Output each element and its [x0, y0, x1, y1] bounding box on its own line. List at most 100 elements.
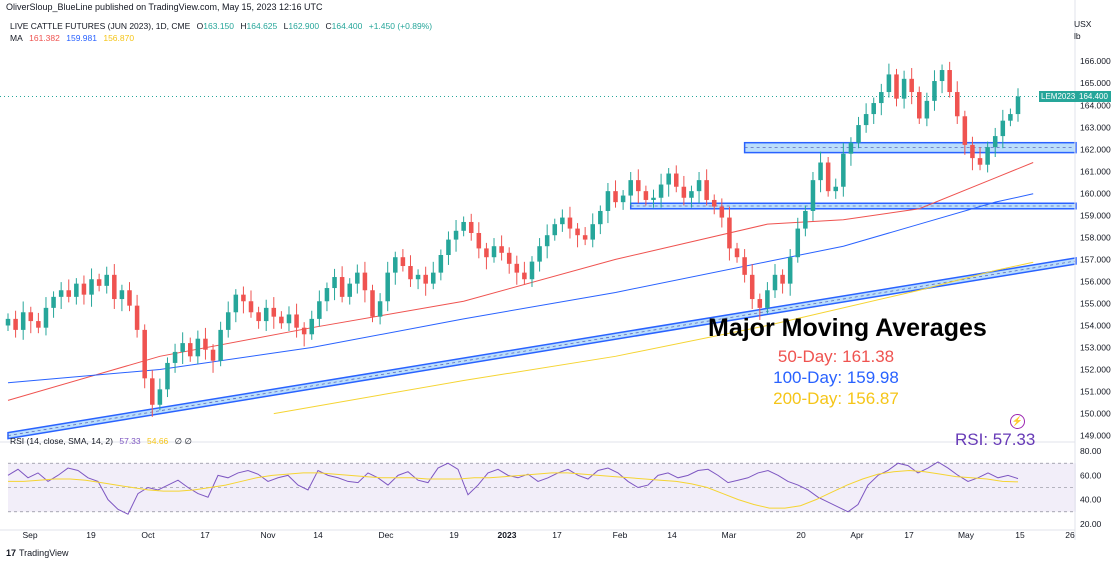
last-symbol-tag: LEM2023	[1039, 91, 1078, 102]
candle-body	[438, 255, 444, 273]
time-axis[interactable]: Sep 19 Oct 17 Nov 14 Dec 19 2023 17 Feb 14 Mar 20 Apr 1…	[0, 529, 1075, 540]
time-tick-label: 17	[904, 530, 914, 540]
candle-body	[81, 283, 87, 295]
unit-label: lb	[1074, 31, 1081, 41]
candle-body	[468, 221, 474, 233]
candle-body	[5, 318, 11, 326]
candle-body	[856, 125, 861, 143]
price-tick-label: 154.000	[1080, 320, 1111, 330]
price-tick-label: 155.000	[1080, 298, 1111, 308]
time-tick-label: Sep	[22, 530, 37, 540]
candle-body	[886, 74, 892, 93]
candle-body	[233, 294, 239, 313]
candle-body	[514, 263, 520, 273]
candle-body	[901, 78, 907, 99]
candle-body	[544, 235, 550, 247]
symbol-info-line: LIVE CATTLE FUTURES (JUN 2023), 1D, CME …	[10, 21, 436, 31]
candle-body	[355, 272, 360, 284]
candle-body	[491, 246, 497, 258]
candle-body	[157, 389, 163, 405]
price-tick-label: 166.000	[1080, 56, 1111, 66]
candle-body	[453, 230, 459, 240]
candle-body	[332, 277, 337, 289]
candle-body	[628, 180, 633, 196]
candle-body	[225, 312, 231, 330]
candle-body	[36, 321, 41, 328]
candle-body	[461, 221, 466, 231]
candle-body	[218, 329, 223, 361]
currency-label: USX	[1074, 19, 1092, 29]
rsi-line	[7, 461, 1019, 515]
candle-body	[704, 180, 709, 200]
time-tick-label: 17	[200, 530, 210, 540]
tradingview-logo[interactable]: 17 TradingView	[6, 548, 69, 558]
candle-body	[537, 246, 542, 262]
candle-body	[696, 180, 702, 192]
ma200-line	[273, 261, 1034, 415]
candle-body	[1008, 114, 1013, 121]
ohlc-label-high: H	[240, 21, 247, 31]
candle-body	[446, 239, 451, 256]
candle-body	[977, 158, 983, 165]
candle-body	[271, 307, 277, 317]
candle-body	[279, 316, 284, 324]
ma100-value: 159.981	[66, 33, 97, 43]
ma-info-line: MA 161.382 159.981 156.870	[10, 33, 138, 43]
price-tick-label: 164.000	[1080, 100, 1111, 110]
candle-body	[119, 290, 125, 300]
time-tick-label: Mar	[722, 530, 737, 540]
candle-body	[765, 290, 770, 308]
candle-body	[112, 274, 117, 300]
tv-logo-icon: 17	[6, 548, 17, 558]
alert-bolt-icon[interactable]: ⚡	[1010, 414, 1025, 429]
candle-body	[757, 299, 763, 308]
time-tick-label: 14	[667, 530, 677, 540]
candle-body	[848, 142, 854, 154]
candle-body	[393, 257, 398, 273]
price-change: +1.450 (+0.89%)	[368, 21, 433, 31]
ma200-value: 156.870	[103, 33, 135, 43]
candle-body	[795, 228, 801, 258]
candle-body	[605, 191, 611, 211]
candle-body	[924, 100, 930, 119]
ohlc-value-close: 164.400	[331, 21, 363, 31]
rsi-value: 57.33	[119, 436, 141, 446]
resistance-zones	[629, 141, 1077, 210]
ma-label: MA	[10, 33, 23, 43]
candle-body	[203, 338, 208, 350]
price-tick-label: 150.000	[1080, 409, 1111, 419]
rsi-annotation: RSI: 57.33	[955, 430, 1036, 449]
price-tick-label: 149.000	[1080, 431, 1111, 441]
candle-body	[89, 279, 94, 295]
candle-body	[294, 314, 299, 328]
candle-body	[810, 180, 816, 211]
candle-body	[939, 70, 945, 82]
candle-body	[613, 191, 618, 203]
candle-body	[74, 283, 79, 297]
time-tick-label: May	[958, 530, 975, 540]
candle-body	[985, 147, 990, 165]
tv-brand: TradingView	[19, 548, 69, 558]
candle-body	[43, 307, 49, 328]
candle-body	[476, 232, 482, 249]
rsi-tick-label: 40.00	[1080, 495, 1102, 505]
candle-body	[970, 144, 975, 159]
candle-body	[962, 116, 968, 145]
ohlc-label-close: C	[325, 21, 332, 31]
candle-body	[567, 217, 573, 229]
price-axis[interactable]: 166.000 165.000 164.000 163.000 162.000 161.0…	[1074, 0, 1111, 540]
candle-body	[104, 274, 109, 286]
candle-body	[142, 329, 147, 379]
candle-body	[187, 343, 193, 357]
ma50-value: 161.382	[29, 33, 60, 43]
candle-body	[339, 277, 345, 297]
time-tick-label: 19	[449, 530, 459, 540]
candle-body	[400, 257, 406, 267]
candle-body	[651, 197, 656, 200]
candle-body	[932, 81, 937, 101]
candle-body	[522, 272, 527, 280]
candle-body	[324, 288, 330, 302]
rsi-label: RSI (14, close, SMA, 14, 2)	[10, 436, 113, 446]
candle-body	[803, 210, 808, 229]
